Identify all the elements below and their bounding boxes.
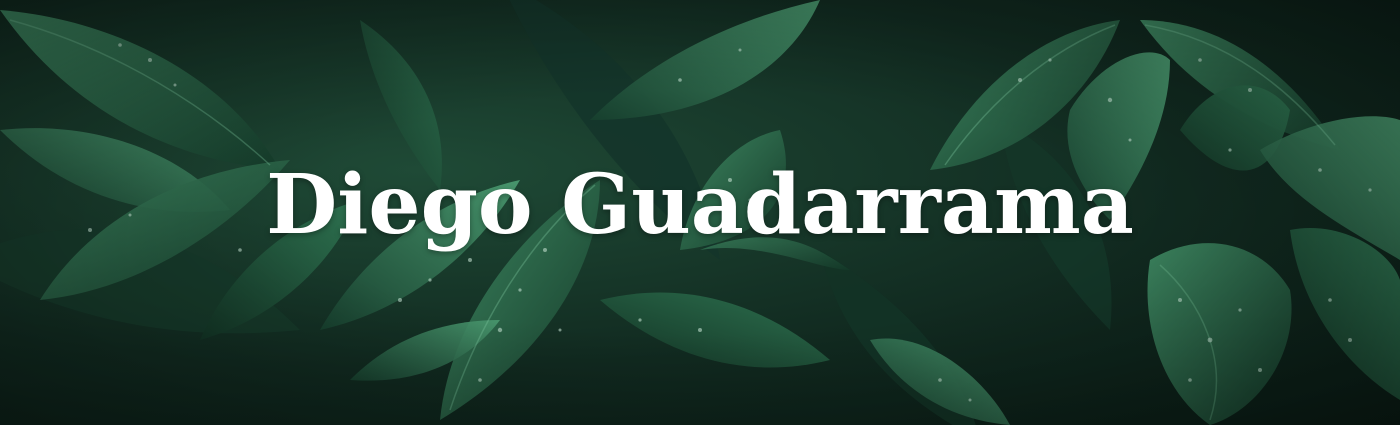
banner-title: Diego Guadarrama xyxy=(266,157,1134,253)
